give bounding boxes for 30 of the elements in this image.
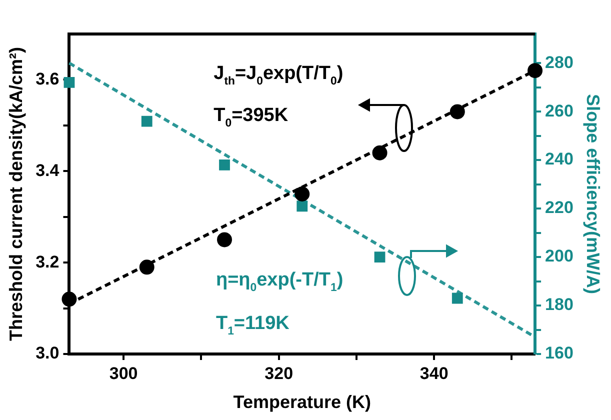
point [219, 159, 230, 170]
y2-tick-label: 180 [545, 295, 574, 314]
point [141, 116, 152, 127]
point [528, 63, 543, 78]
y2-tick-label: 200 [545, 246, 574, 266]
y2-tick-label: 260 [545, 101, 574, 120]
point [452, 292, 463, 304]
y2-axis-title: Slope efficiency(mW/A) [583, 94, 604, 294]
y2-tick-label: 240 [545, 150, 574, 169]
point [374, 252, 386, 262]
x-tick-label: 300 [109, 364, 138, 383]
point [62, 292, 77, 307]
y-tick-label: 3.4 [36, 160, 60, 180]
y2-tick-label: 220 [545, 198, 574, 218]
point [450, 104, 465, 120]
point [64, 77, 75, 88]
x-tick-label: 340 [420, 364, 448, 383]
y-tick-label: 3.6 [36, 69, 60, 88]
y-tick-label: 3.2 [36, 252, 60, 272]
point [372, 145, 388, 160]
x-tick-label: 320 [264, 364, 294, 383]
point [294, 186, 310, 202]
point [217, 232, 232, 248]
y-tick-label: 3.0 [36, 344, 60, 363]
y2-tick-label: 280 [545, 52, 574, 72]
point [296, 200, 308, 212]
y-axis-title: Threshold current density(kA/cm²) [6, 46, 26, 342]
y2-tick-label: 160 [545, 344, 574, 363]
point [139, 260, 154, 275]
x-axis-title: Temperature (K) [233, 392, 371, 412]
